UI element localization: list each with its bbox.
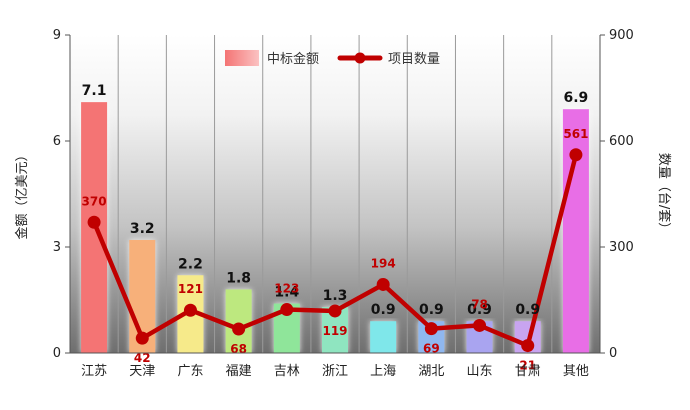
category-label: 江苏 [81, 363, 107, 379]
left-tick-label: 9 [53, 28, 61, 43]
line-value-label: 119 [322, 324, 347, 338]
category-label: 浙江 [322, 364, 348, 379]
line-point [328, 304, 342, 318]
category-label: 山东 [467, 364, 493, 379]
category-label: 甘肃 [515, 364, 541, 379]
right-tick-label: 600 [609, 134, 634, 149]
line-value-label: 123 [274, 282, 299, 296]
bar-value-label: 7.1 [82, 83, 107, 99]
line-value-label: 561 [563, 127, 588, 141]
bar-value-label: 0.9 [371, 302, 396, 318]
left-tick-label: 3 [53, 240, 61, 255]
category-label: 天津 [129, 364, 155, 379]
bar-value-label: 2.2 [178, 256, 203, 272]
category-label: 其他 [563, 364, 589, 379]
line-point [135, 331, 149, 345]
bar-福建 [225, 289, 252, 353]
legend: 中标金额 项目数量 [225, 50, 440, 67]
legend-bar-label: 中标金额 [267, 51, 319, 67]
line-value-label: 194 [371, 256, 396, 270]
line-point [376, 277, 390, 291]
legend-line-label: 项目数量 [388, 52, 440, 67]
legend-line-marker [354, 52, 366, 64]
bar-value-label: 1.3 [323, 288, 348, 304]
plot-background [70, 35, 600, 353]
bar-value-label: 0.9 [467, 302, 492, 318]
line-value-label: 68 [230, 342, 247, 356]
line-point [569, 148, 583, 162]
line-point [473, 318, 487, 332]
bar-value-label: 6.9 [564, 90, 589, 106]
bar-value-label: 0.9 [515, 302, 540, 318]
category-label: 湖北 [418, 364, 444, 379]
line-value-label: 42 [134, 351, 151, 365]
category-label: 广东 [177, 364, 203, 379]
grid-lines [69, 35, 601, 353]
right-axis-title: 数量（台/套） [656, 153, 672, 235]
line-series [87, 148, 583, 353]
category-label: 吉林 [274, 364, 300, 379]
bar-value-label: 1.8 [226, 270, 251, 286]
left-tick-label: 0 [53, 346, 61, 361]
line-value-label: 21 [519, 359, 536, 373]
right-tick-label: 300 [609, 240, 634, 255]
bar-value-label: 0.9 [419, 302, 444, 318]
category-label: 福建 [226, 364, 252, 379]
right-tick-label: 900 [609, 28, 634, 43]
left-tick-label: 6 [53, 134, 61, 149]
line-value-label: 121 [178, 282, 203, 296]
line-point [232, 322, 246, 336]
line-point [280, 303, 294, 317]
line-value-label: 78 [471, 297, 488, 311]
line-value-label: 370 [82, 194, 107, 208]
line-point [183, 303, 197, 317]
legend-bar-swatch [225, 50, 259, 66]
bar-其他 [562, 109, 589, 353]
bar-value-label: 1.4 [274, 285, 299, 301]
category-label: 上海 [370, 364, 396, 379]
line-point [87, 215, 101, 229]
left-axis-title: 金额（亿美元） [14, 148, 30, 239]
bar-上海 [370, 321, 397, 353]
line-point [424, 322, 438, 336]
line-point [521, 339, 535, 353]
bar-value-label: 3.2 [130, 221, 155, 237]
line-value-label: 69 [423, 342, 440, 356]
right-tick-label: 0 [609, 346, 617, 361]
data-labels: 7.1 3.2 2.2 1.8 1.4 1.3 0.9 0.9 0.9 0.9 6.9 370 42 12… [82, 83, 589, 372]
